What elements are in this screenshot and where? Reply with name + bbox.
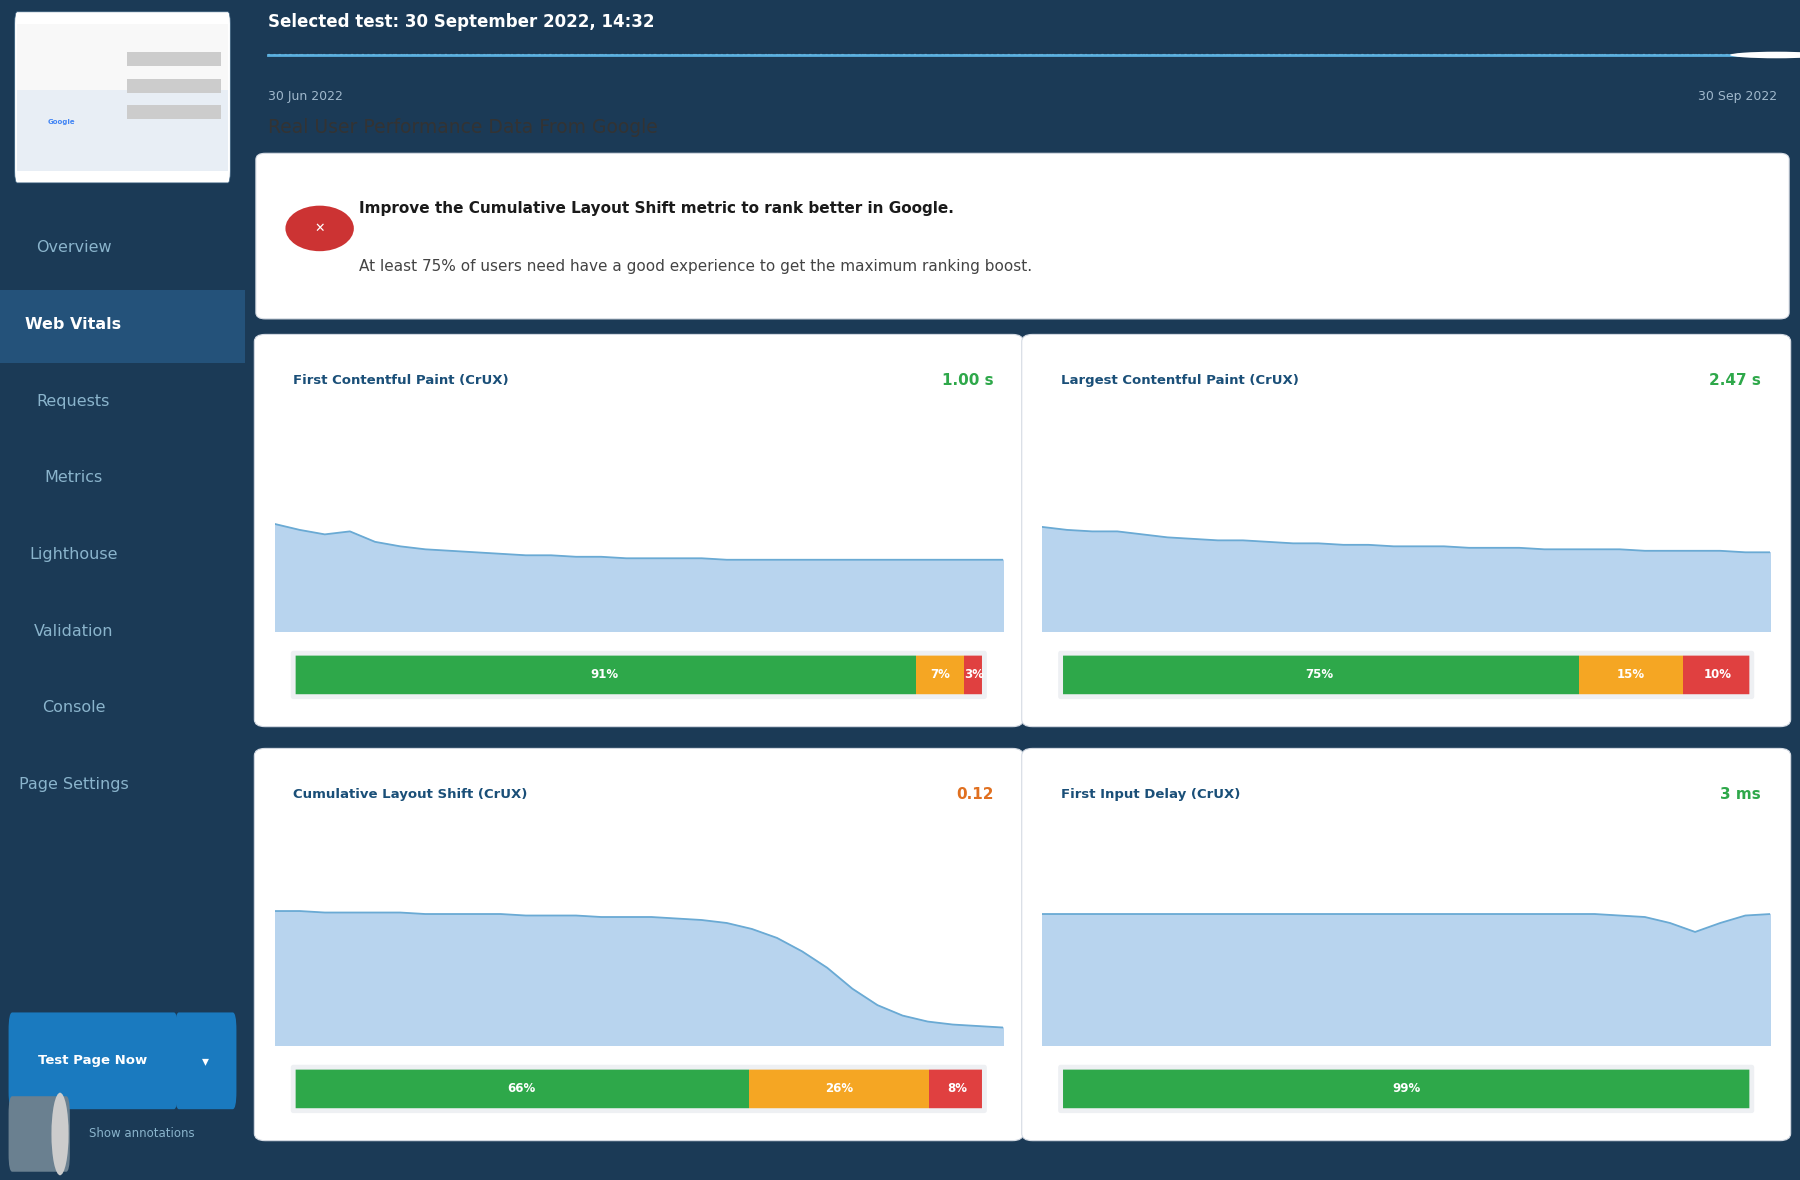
Bar <box>293 1067 749 1110</box>
Circle shape <box>1730 52 1800 58</box>
Text: 30 Jun 2022: 30 Jun 2022 <box>268 91 344 104</box>
Text: 0.12: 0.12 <box>956 787 994 802</box>
Text: 91%: 91% <box>590 668 619 681</box>
Text: Google: Google <box>47 119 76 125</box>
Bar <box>128 79 220 93</box>
Bar <box>1060 654 1579 696</box>
Text: ▾: ▾ <box>202 1054 209 1068</box>
FancyBboxPatch shape <box>1022 334 1791 727</box>
Bar <box>0 290 245 363</box>
Text: 15%: 15% <box>1616 668 1645 681</box>
Bar <box>1579 654 1683 696</box>
Text: 75%: 75% <box>1305 668 1334 681</box>
Text: 8%: 8% <box>947 1082 967 1095</box>
Text: Requests: Requests <box>36 394 110 408</box>
Text: 30 Sep 2022: 30 Sep 2022 <box>1697 91 1777 104</box>
Text: 2.47 s: 2.47 s <box>1710 374 1760 388</box>
Text: First Input Delay (CrUX): First Input Delay (CrUX) <box>1060 788 1240 801</box>
Text: First Contentful Paint (CrUX): First Contentful Paint (CrUX) <box>293 374 509 387</box>
Text: Show annotations: Show annotations <box>90 1127 194 1141</box>
FancyBboxPatch shape <box>254 334 1022 727</box>
Text: ✕: ✕ <box>315 222 324 235</box>
Text: Metrics: Metrics <box>45 471 103 485</box>
FancyBboxPatch shape <box>175 1012 236 1109</box>
Bar <box>293 654 916 696</box>
Bar <box>18 90 229 171</box>
Text: Page Settings: Page Settings <box>18 778 128 792</box>
FancyBboxPatch shape <box>1022 748 1791 1141</box>
Bar <box>128 105 220 119</box>
FancyBboxPatch shape <box>9 1012 178 1109</box>
Text: Improve the Cumulative Layout Shift metric to rank better in Google.: Improve the Cumulative Layout Shift metr… <box>358 201 954 216</box>
Text: At least 75% of users need have a good experience to get the maximum ranking boo: At least 75% of users need have a good e… <box>358 260 1031 274</box>
Bar <box>128 52 220 66</box>
Text: 99%: 99% <box>1391 1082 1420 1095</box>
Bar <box>963 654 985 696</box>
Text: Selected test: 30 September 2022, 14:32: Selected test: 30 September 2022, 14:32 <box>268 13 655 31</box>
Text: Validation: Validation <box>34 624 113 638</box>
Bar <box>1683 654 1751 696</box>
Text: 3%: 3% <box>965 668 985 681</box>
Text: Lighthouse: Lighthouse <box>29 548 117 562</box>
FancyBboxPatch shape <box>256 153 1789 319</box>
Bar <box>18 24 229 90</box>
Text: Overview: Overview <box>36 241 112 255</box>
Text: 1.00 s: 1.00 s <box>941 374 994 388</box>
Text: 66%: 66% <box>508 1082 535 1095</box>
Circle shape <box>52 1093 68 1175</box>
Text: Web Vitals: Web Vitals <box>25 317 122 332</box>
Text: 10%: 10% <box>1703 668 1732 681</box>
Text: Cumulative Layout Shift (CrUX): Cumulative Layout Shift (CrUX) <box>293 788 527 801</box>
Bar <box>749 1067 929 1110</box>
FancyBboxPatch shape <box>9 1096 70 1172</box>
Text: Real User Performance Data From Google: Real User Performance Data From Google <box>268 118 659 137</box>
Text: 26%: 26% <box>824 1082 853 1095</box>
Bar <box>916 654 963 696</box>
FancyBboxPatch shape <box>254 748 1022 1141</box>
Bar <box>1060 1067 1751 1110</box>
Circle shape <box>286 205 355 251</box>
Text: Largest Contentful Paint (CrUX): Largest Contentful Paint (CrUX) <box>1060 374 1298 387</box>
Text: 3 ms: 3 ms <box>1721 787 1760 802</box>
Text: 7%: 7% <box>931 668 950 681</box>
Text: Test Page Now: Test Page Now <box>38 1054 148 1068</box>
Text: Console: Console <box>41 701 104 715</box>
FancyBboxPatch shape <box>14 12 230 183</box>
Bar <box>929 1067 985 1110</box>
